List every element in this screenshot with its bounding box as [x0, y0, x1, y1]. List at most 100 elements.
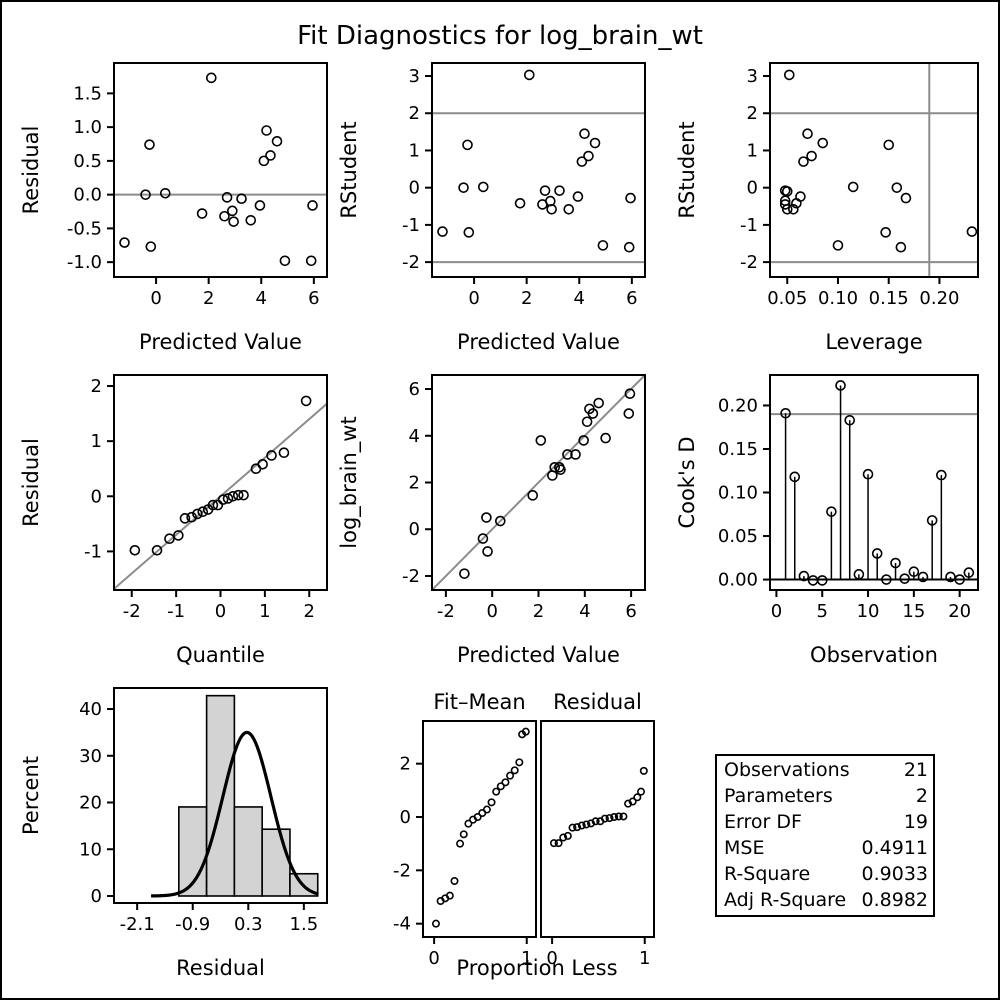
y-tick-label: 40: [79, 699, 102, 720]
needle-point: [954, 574, 965, 585]
y-tick-label: 0: [91, 886, 102, 907]
y-tick-label: -2: [393, 860, 411, 881]
data-point: [482, 546, 493, 557]
data-point: [587, 408, 599, 419]
x-tick-label: 6: [626, 288, 637, 309]
data-point: [568, 823, 577, 832]
data-point: [305, 255, 317, 267]
data-point: [151, 545, 163, 556]
data-point: [521, 727, 530, 736]
data-point: [583, 150, 594, 162]
x-tick-label: 0: [215, 601, 226, 622]
stat-label: Observations: [724, 759, 850, 781]
x-axis-label: Leverage: [825, 330, 922, 354]
data-point: [883, 139, 895, 151]
data-point: [258, 155, 270, 167]
data-point: [265, 150, 276, 161]
data-point: [459, 568, 470, 579]
data-point: [238, 489, 249, 501]
data-point: [637, 787, 646, 796]
x-tick-label: 1: [639, 948, 650, 969]
data-point: [847, 181, 859, 193]
data-point: [579, 128, 590, 140]
y-tick-label: 1.0: [73, 117, 102, 138]
data-point: [279, 255, 291, 267]
needle-point: [816, 575, 828, 586]
data-point: [559, 833, 568, 842]
x-tick-label: 0: [546, 948, 557, 969]
y-tick-label: 0: [409, 178, 420, 199]
data-point: [610, 812, 619, 821]
data-point: [572, 191, 584, 202]
data-point: [514, 198, 526, 209]
y-tick-label: 20: [79, 793, 102, 814]
y-axis-label: Residual: [19, 126, 43, 215]
y-tick-label: 0.15: [718, 439, 758, 460]
x-tick-label: 4: [256, 288, 267, 309]
data-point: [633, 793, 642, 802]
data-point: [781, 186, 793, 197]
spread-panel: 0 1 -4 -2 0 2 Fit–Mean: [393, 690, 537, 969]
y-axis-label: RStudent: [675, 121, 699, 218]
stat-value: 2: [916, 785, 928, 807]
data-point: [570, 449, 581, 460]
data-point: [494, 515, 506, 527]
data-point: [236, 193, 247, 204]
x-tick-label: 0.10: [818, 288, 858, 309]
needle-point: [853, 569, 865, 580]
y-tick-label: 3: [409, 66, 420, 87]
normal-density-curve: [151, 730, 319, 898]
data-point: [582, 820, 591, 829]
data-point: [254, 200, 266, 211]
qq_residual-plot: -2 -1 0 1 2 -1 0 1 2 Quantile Residual: [19, 374, 328, 667]
data-point: [555, 464, 566, 475]
y-tick-label: 0.0: [73, 185, 102, 206]
y-axis-label: Percent: [19, 756, 43, 835]
x-tick-label: 1.5: [290, 914, 319, 935]
data-point: [197, 506, 209, 518]
y-tick-label: 6: [409, 379, 420, 400]
y-tick-label: 0: [747, 178, 758, 199]
needle-point: [844, 414, 856, 426]
x-tick-label: 2: [304, 601, 315, 622]
plot-frame: [769, 62, 979, 278]
x-axis-label: Quantile: [176, 643, 265, 667]
x-axis-label: Proportion Less: [456, 956, 617, 980]
y-tick-label: 2: [91, 376, 102, 397]
plot-frame: [540, 720, 655, 938]
y-tick-label: 2: [409, 103, 420, 124]
data-point: [589, 137, 601, 149]
data-point: [217, 494, 229, 505]
rstudent_vs_pred-plot: 0 2 4 6 -2 -1 0 1 2 3 Predicted Value RStudent: [337, 62, 646, 354]
y-axis-label: log_brain_wt: [337, 416, 362, 548]
data-point: [232, 489, 244, 501]
data-point: [458, 182, 469, 193]
y-tick-label: 1: [91, 431, 102, 452]
needle-point: [862, 468, 874, 480]
data-point: [437, 226, 448, 237]
data-point: [600, 432, 611, 444]
data-point: [300, 395, 312, 407]
data-point: [779, 199, 791, 210]
x-tick-label: 2: [203, 288, 214, 309]
data-point: [798, 156, 809, 167]
data-point: [623, 241, 635, 253]
needle-point: [881, 574, 892, 585]
panel-title: Fit Diagnostics for log_brain_wt: [297, 21, 703, 51]
data-point: [278, 447, 290, 459]
data-point: [880, 227, 891, 238]
reference-diagonal: [432, 375, 645, 590]
data-point: [463, 227, 475, 238]
histogram-bar: [261, 828, 291, 897]
y-axis-label: RStudent: [337, 121, 361, 218]
data-point: [266, 450, 277, 461]
x-tick-label: 4: [579, 601, 590, 622]
data-point: [506, 771, 515, 780]
y-tick-label: -1: [402, 215, 420, 236]
data-point: [597, 240, 609, 251]
data-point: [563, 831, 572, 840]
data-point: [619, 812, 628, 821]
y-tick-label: 0: [409, 519, 420, 540]
y-tick-label: 2: [400, 754, 411, 775]
data-point: [307, 200, 318, 211]
